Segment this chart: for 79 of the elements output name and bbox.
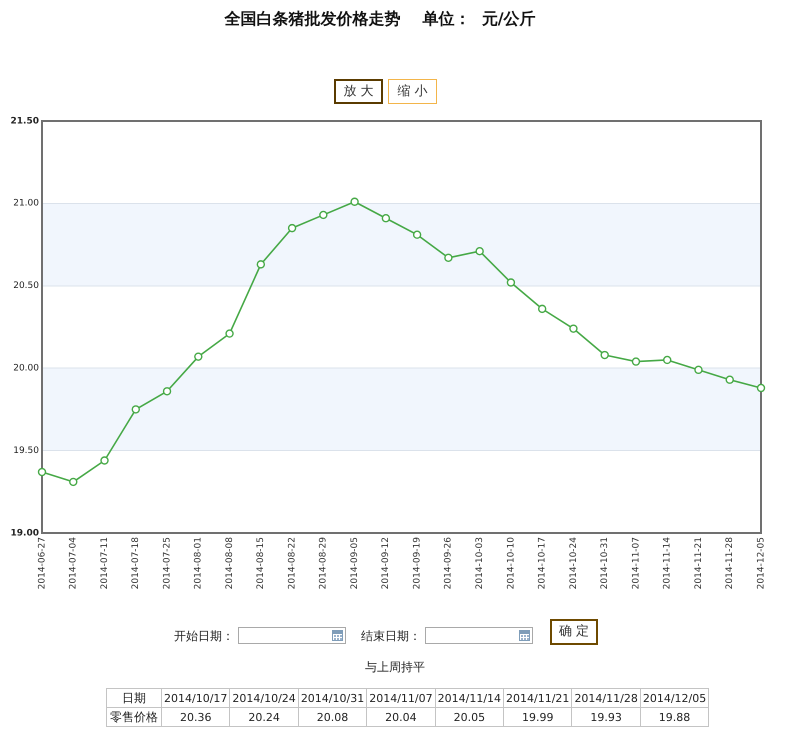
text: 2014/10/31 bbox=[298, 688, 367, 708]
text: 20.24 bbox=[230, 708, 298, 726]
point bbox=[600, 350, 609, 360]
point bbox=[756, 384, 766, 392]
x-tick-label: 2014-10-10 bbox=[506, 536, 516, 590]
text: 2014/11/21 bbox=[504, 688, 572, 708]
x-tick-label: 2014-08-08 bbox=[224, 536, 235, 590]
text: 2014/10/24 bbox=[230, 688, 298, 708]
text: 19.93 bbox=[572, 708, 640, 726]
x-tick-label: 2014-11-07 bbox=[631, 537, 642, 590]
x-tick-label: 2014-09-26 bbox=[444, 536, 454, 590]
point bbox=[663, 356, 672, 364]
point bbox=[538, 304, 546, 314]
x-tick-label: 2014-08-15 bbox=[256, 537, 266, 590]
text: 2014/11/14 bbox=[435, 688, 504, 708]
x-tick-label: 2014-10-31 bbox=[600, 537, 610, 590]
text: 20.05 bbox=[435, 708, 504, 726]
x-tick-label: 2014-09-05 bbox=[350, 537, 360, 590]
x-tick-label: 2014-06-27 bbox=[37, 537, 48, 590]
point bbox=[569, 324, 578, 333]
point bbox=[256, 260, 266, 269]
y-tick-label: 20.00 bbox=[13, 364, 40, 374]
text: 结束日期： bbox=[361, 628, 421, 644]
point bbox=[444, 254, 453, 262]
x-tick-label: 2014-11-21 bbox=[694, 537, 704, 590]
y-tick-label: 21.50 bbox=[10, 116, 39, 126]
x-tick-label: 2014-11-14 bbox=[662, 536, 673, 590]
x-tick-label: 2014-07-11 bbox=[100, 537, 110, 590]
x-tick-label: 2014-07-04 bbox=[68, 536, 79, 590]
text: 19.88 bbox=[640, 708, 709, 726]
point bbox=[288, 224, 296, 232]
y-tick-label: 21.00 bbox=[13, 198, 40, 209]
x-tick-label: 2014-10-24 bbox=[568, 536, 579, 590]
point bbox=[319, 210, 328, 220]
x-tick-label: 2014-08-29 bbox=[318, 536, 329, 590]
text: 20.04 bbox=[366, 708, 436, 726]
point bbox=[475, 246, 484, 256]
text: 与上周持平 bbox=[364, 659, 426, 675]
point bbox=[162, 387, 172, 396]
confirm-button: 确定 bbox=[550, 619, 598, 645]
text: 2014/11/07 bbox=[366, 688, 436, 708]
x-tick-label: 2014-10-03 bbox=[474, 537, 485, 590]
y-tick-label: 19.50 bbox=[13, 446, 40, 456]
zoom-in-button: 放大 bbox=[334, 79, 383, 104]
x-tick-label: 2014-07-25 bbox=[162, 537, 172, 590]
x-tick-label: 2014-07-18 bbox=[131, 536, 142, 590]
point bbox=[506, 278, 516, 287]
text: 19.99 bbox=[504, 708, 572, 726]
text: 2014/10/17 bbox=[162, 688, 230, 708]
text: 2014/12/05 bbox=[640, 688, 709, 708]
zoom-out-button: 缩小 bbox=[388, 79, 437, 104]
point bbox=[382, 214, 390, 222]
point bbox=[69, 478, 78, 486]
x-tick-label: 2014-09-19 bbox=[412, 536, 422, 590]
x-tick-label: 2014-09-12 bbox=[381, 537, 392, 590]
point bbox=[726, 376, 734, 384]
x-tick-label: 2014-08-22 bbox=[287, 537, 298, 590]
chart-title: 全国白条猪批发价格走势 单位： 元/公斤 bbox=[223, 8, 537, 30]
point bbox=[194, 352, 203, 361]
text: 日期 bbox=[106, 688, 162, 708]
point bbox=[412, 230, 422, 239]
y-tick-label: 19.00 bbox=[10, 528, 39, 538]
text: 20.36 bbox=[162, 708, 230, 726]
x-tick-label: 2014-12-05 bbox=[756, 537, 766, 590]
point bbox=[100, 456, 109, 465]
point bbox=[632, 357, 640, 366]
point bbox=[38, 468, 46, 476]
x-tick-label: 2014-08-01 bbox=[194, 537, 204, 590]
point bbox=[694, 366, 703, 374]
x-tick-label: 2014-10-17 bbox=[538, 537, 548, 590]
point bbox=[225, 329, 234, 338]
text: 2014/11/28 bbox=[572, 688, 640, 708]
point bbox=[132, 405, 140, 414]
text: 零售价格 bbox=[106, 708, 162, 726]
text: 20.08 bbox=[298, 708, 367, 726]
text: 开始日期： bbox=[174, 628, 234, 644]
x-tick-label: 2014-11-28 bbox=[725, 536, 736, 590]
point bbox=[350, 198, 359, 206]
y-tick-label: 20.50 bbox=[13, 281, 40, 292]
